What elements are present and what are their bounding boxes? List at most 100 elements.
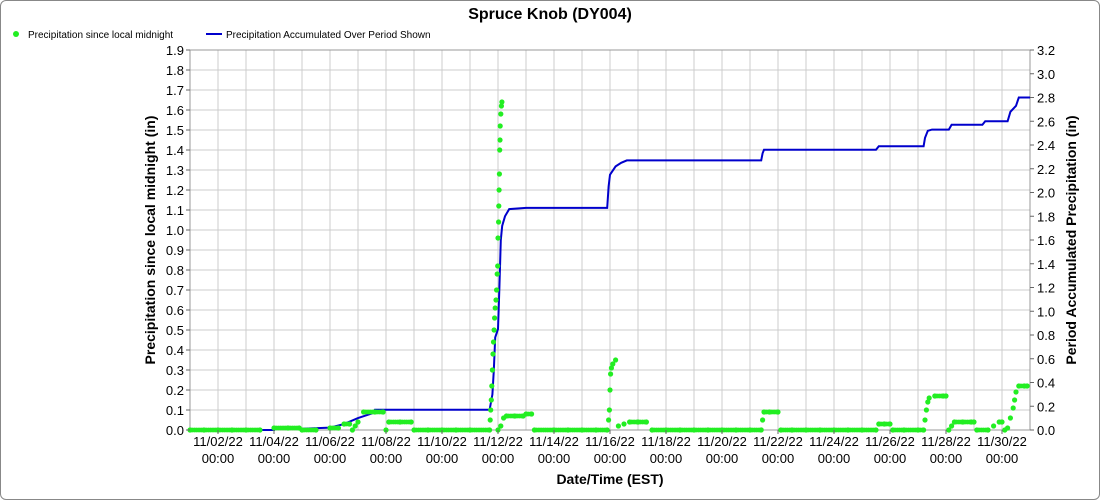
data-point (294, 425, 300, 431)
x-tick-date: 11/14/22 (529, 434, 579, 449)
left-tick-label: 1.3 (166, 163, 184, 178)
legend-label-accumulated: Precipitation Accumulated Over Period Sh… (226, 30, 431, 41)
data-point (602, 427, 608, 433)
x-tick-date: 11/20/22 (697, 434, 747, 449)
left-tick-label: 1.2 (166, 183, 184, 198)
legend-label-precip-since-midnight: Precipitation since local midnight (28, 30, 173, 41)
left-tick-label: 0.7 (166, 283, 184, 298)
data-point (760, 417, 766, 423)
data-point (510, 413, 516, 419)
data-point (606, 407, 613, 413)
data-point (606, 417, 612, 423)
right-tick-label: 1.6 (1037, 233, 1055, 248)
data-point (880, 421, 886, 427)
data-point (939, 393, 944, 399)
data-point (615, 423, 622, 429)
right-tick-label: 2.0 (1037, 186, 1055, 201)
data-point (766, 409, 771, 415)
data-point (633, 419, 639, 425)
data-point (773, 409, 779, 415)
data-point (379, 409, 384, 415)
x-axis-label: Date/Time (EST) (556, 471, 663, 487)
data-point (922, 417, 928, 423)
data-point (395, 419, 401, 425)
data-point (494, 287, 500, 293)
right-tick-label: 1.8 (1037, 209, 1055, 224)
x-tick-date: 11/04/22 (249, 434, 299, 449)
x-axis-ticks: 11/02/22 00:00 11/04/22 00:00 11/06/22 00:00 1… (193, 430, 1027, 466)
x-tick-time: 00:00 (426, 451, 459, 466)
x-tick-time: 00:00 (538, 451, 571, 466)
data-point (549, 427, 555, 433)
data-point (487, 417, 493, 423)
data-point (492, 305, 498, 311)
data-point (497, 123, 503, 129)
data-point (1020, 383, 1026, 389)
data-point (608, 365, 615, 371)
left-tick-label: 0.6 (166, 303, 184, 318)
x-tick-date: 11/02/22 (193, 434, 243, 449)
data-point (488, 407, 494, 413)
x-tick-time: 00:00 (874, 451, 907, 466)
data-point (490, 351, 496, 357)
data-point (642, 419, 648, 425)
data-point (498, 103, 504, 109)
left-tick-label: 0.5 (166, 323, 184, 338)
data-point (999, 419, 1004, 425)
left-tick-label: 0.0 (166, 423, 184, 438)
x-tick-time: 00:00 (594, 451, 627, 466)
data-point (489, 383, 495, 389)
data-point (943, 393, 948, 399)
data-point (490, 339, 497, 345)
right-tick-label: 0.2 (1037, 399, 1055, 414)
data-point (495, 235, 501, 241)
x-tick-date: 11/24/22 (809, 434, 859, 449)
data-point (489, 367, 495, 373)
data-point (349, 427, 355, 433)
x-tick-time: 00:00 (370, 451, 403, 466)
right-tick-label: 2.6 (1037, 114, 1055, 129)
data-point (607, 387, 613, 393)
data-point (499, 99, 505, 105)
data-point (991, 423, 997, 429)
x-tick-time: 00:00 (650, 451, 683, 466)
y-axis-right-label: Period Accumulated Precipitation (in) (1063, 115, 1079, 364)
x-tick-date: 11/22/22 (753, 434, 803, 449)
left-tick-label: 1.7 (166, 83, 184, 98)
data-point (528, 411, 533, 417)
data-point (496, 187, 502, 193)
data-point (352, 423, 358, 429)
data-point (920, 427, 925, 433)
x-tick-date: 11/16/22 (585, 434, 635, 449)
data-point (1005, 425, 1011, 431)
right-tick-label: 1.4 (1037, 257, 1055, 272)
right-tick-label: 0.6 (1037, 352, 1055, 367)
chart-title: Spruce Knob (DY004) (468, 6, 632, 23)
left-tick-label: 1.0 (166, 223, 184, 238)
data-point (488, 397, 494, 403)
left-tick-label: 0.2 (166, 383, 184, 398)
right-tick-label: 1.0 (1037, 304, 1055, 319)
data-point (886, 421, 892, 427)
left-tick-label: 1.4 (166, 143, 184, 158)
data-point (491, 327, 497, 333)
x-tick-time: 00:00 (202, 451, 235, 466)
data-point (496, 219, 502, 225)
right-tick-label: 2.8 (1037, 91, 1055, 106)
data-point (608, 371, 614, 377)
left-tick-label: 0.4 (166, 343, 184, 358)
right-tick-label: 3.2 (1037, 43, 1055, 58)
x-tick-date: 11/08/22 (361, 434, 411, 449)
y-axis-left-label: Precipitation since local midnight (in) (142, 116, 158, 365)
data-point (346, 421, 351, 427)
right-tick-label: 0.0 (1037, 423, 1055, 438)
x-tick-date: 11/18/22 (641, 434, 691, 449)
legend-marker-precip-since-midnight (13, 31, 19, 37)
data-point (1012, 397, 1018, 403)
right-tick-label: 1.2 (1037, 281, 1055, 296)
data-point (494, 271, 500, 277)
data-point (1013, 389, 1019, 395)
right-tick-label: 2.4 (1037, 138, 1055, 153)
data-point (971, 419, 976, 425)
